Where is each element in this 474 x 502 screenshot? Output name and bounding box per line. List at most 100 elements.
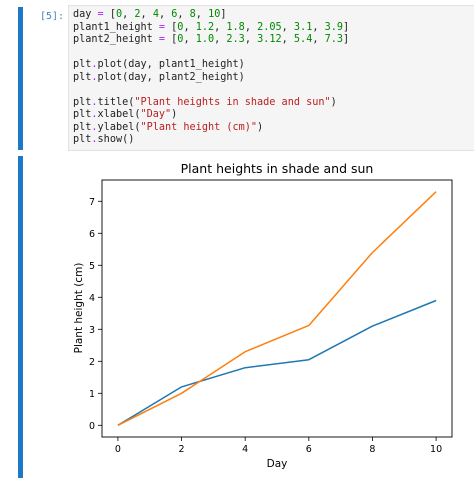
x-tick-label: 8: [369, 444, 375, 455]
code-token: =: [158, 34, 166, 45]
code-line: plt.xlabel("Day"): [73, 109, 474, 122]
code-token: 1.8: [226, 21, 245, 33]
code-token: "Plant height (cm)": [140, 121, 258, 133]
code-token: plt: [73, 71, 92, 83]
code-token: .: [91, 59, 98, 70]
code-token: plant2_height: [73, 34, 159, 45]
code-token: 3.12: [257, 34, 282, 45]
code-token: 0: [115, 9, 123, 20]
code-token: ,: [183, 34, 196, 45]
code-token: =: [97, 9, 104, 20]
code-token: 5.4: [293, 34, 313, 45]
code-token: ,: [312, 34, 325, 45]
code-token: show(): [97, 134, 135, 145]
code-token: "Day": [140, 109, 172, 120]
code-token: 2.05: [257, 21, 282, 33]
code-token: plot(day, plant2_height): [97, 71, 245, 83]
code-token: plt: [73, 109, 92, 120]
code-token: plt: [73, 59, 92, 70]
code-token: ]: [343, 34, 350, 45]
code-token: 7.3: [324, 34, 344, 45]
output-area: Plant heights in shade and sun Day Plant…: [24, 156, 474, 492]
code-line: plt.ylabel("Plant height (cm)"): [73, 122, 474, 135]
code-token: [: [103, 9, 116, 20]
code-token: 2.3: [226, 34, 245, 45]
code-token: plot(day, plant1_height): [97, 59, 245, 70]
y-axis-label: Plant height (cm): [73, 263, 85, 354]
series-line-2: [117, 191, 437, 426]
code-token: day: [73, 9, 98, 20]
code-token: 1.2: [195, 21, 215, 33]
code-token: 0: [177, 34, 184, 45]
code-token: 3.9: [324, 21, 344, 33]
code-token: plt: [73, 121, 92, 133]
code-line: plt.plot(day, plant2_height): [73, 72, 474, 85]
x-tick-label: 0: [115, 444, 121, 455]
code-token: .: [91, 109, 98, 120]
code-token: plant1_height: [73, 21, 159, 33]
code-token: ,: [244, 21, 258, 33]
code-token: ,: [281, 21, 294, 33]
code-token: [: [165, 21, 178, 33]
y-tick-label: 4: [89, 293, 95, 304]
code-token: [: [165, 34, 178, 45]
x-axis-label: Day: [267, 458, 288, 470]
code-line: plt.title("Plant heights in shade and su…: [73, 97, 474, 110]
y-tick-label: 0: [89, 421, 95, 432]
code-token: 4: [152, 9, 159, 20]
code-token: ): [171, 109, 178, 120]
line-chart: Plant heights in shade and sun Day Plant…: [73, 161, 453, 470]
x-tick-label: 6: [306, 444, 312, 455]
code-token: 6: [171, 9, 178, 20]
axis-ticks: 0 2 4 6 8 10 0 1 2 3 4 5 6 7: [89, 197, 442, 455]
code-line: plt.plot(day, plant1_height): [73, 59, 474, 72]
y-tick-label: 3: [89, 325, 95, 336]
code-line: plant2_height = [0, 1.0, 2.3, 3.12, 5.4,…: [73, 34, 474, 47]
y-tick-label: 1: [89, 389, 95, 400]
code-token: ,: [214, 21, 227, 33]
cell-prompt: [5]:: [40, 11, 65, 22]
output-cell-indicator[interactable]: [18, 156, 23, 478]
code-token: xlabel(: [97, 109, 141, 120]
code-token: ]: [343, 21, 350, 33]
code-token: ,: [214, 34, 227, 45]
code-token: 10: [208, 9, 221, 20]
code-token: ): [330, 96, 337, 108]
input-cell-indicator[interactable]: [18, 7, 23, 150]
code-token: ylabel(: [97, 121, 141, 133]
code-token: plt: [73, 96, 92, 108]
code-line: plant1_height = [0, 1.2, 1.8, 2.05, 3.1,…: [73, 22, 474, 35]
plot-frame: [101, 179, 453, 438]
y-tick-label: 6: [89, 229, 95, 240]
code-token: ): [257, 121, 264, 133]
code-token: ,: [122, 9, 135, 20]
chart-title: Plant heights in shade and sun: [181, 161, 374, 176]
code-token: plt: [73, 134, 92, 145]
code-token: ,: [281, 34, 294, 45]
code-token: .: [91, 96, 98, 108]
code-token: ,: [177, 9, 190, 20]
code-line: [73, 47, 474, 60]
series-line-1: [117, 299, 437, 426]
y-tick-label: 2: [89, 357, 95, 368]
code-token: .: [91, 121, 98, 133]
code-token: ,: [158, 9, 172, 20]
code-token: ,: [244, 34, 258, 45]
code-token: 3.1: [293, 21, 313, 33]
code-line: [73, 84, 474, 97]
code-token: ,: [312, 21, 325, 33]
x-tick-label: 10: [430, 444, 442, 455]
y-tick-label: 5: [89, 261, 95, 272]
code-token: ]: [220, 9, 227, 20]
code-token: 8: [189, 9, 196, 20]
code-token: ,: [195, 9, 209, 20]
code-editor[interactable]: day = [0, 2, 4, 6, 8, 10] plant1_height =…: [68, 5, 474, 151]
code-line: plt.show(): [73, 134, 474, 147]
code-token: ,: [140, 9, 153, 20]
code-token: 1.0: [195, 34, 215, 45]
code-token: =: [158, 21, 166, 33]
x-tick-label: 4: [242, 444, 248, 455]
code-line: day = [0, 2, 4, 6, 8, 10]: [73, 9, 474, 22]
code-token: "Plant heights in shade and sun": [134, 96, 331, 108]
x-tick-label: 2: [179, 444, 185, 455]
